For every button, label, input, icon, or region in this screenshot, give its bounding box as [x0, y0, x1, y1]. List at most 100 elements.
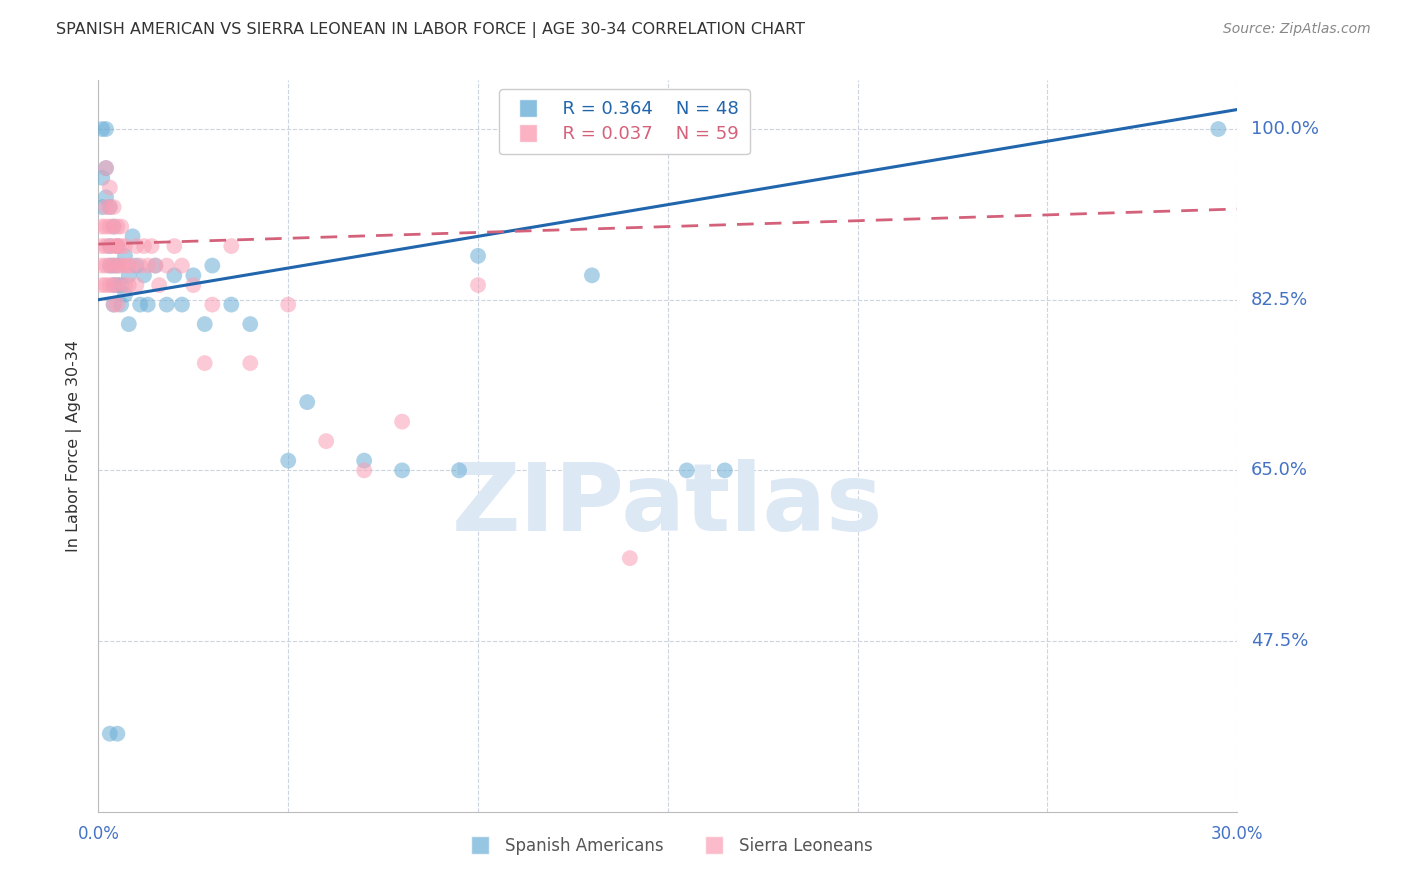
- Point: [94, 122, 117, 136]
- Point: [125, 259, 148, 273]
- Point: [107, 239, 129, 253]
- Point: [110, 259, 132, 273]
- Text: Source: ZipAtlas.com: Source: ZipAtlas.com: [1223, 22, 1371, 37]
- Point: [170, 259, 193, 273]
- Point: [98, 259, 121, 273]
- Point: [129, 259, 152, 273]
- Point: [103, 297, 125, 311]
- Point: [125, 278, 148, 293]
- Point: [221, 239, 243, 253]
- Point: [163, 239, 186, 253]
- Point: [98, 219, 121, 234]
- Point: [110, 219, 132, 234]
- Point: [714, 463, 737, 477]
- Point: [91, 239, 114, 253]
- Point: [183, 278, 205, 293]
- Point: [353, 453, 375, 467]
- Point: [1208, 122, 1230, 136]
- Text: 82.5%: 82.5%: [1251, 291, 1309, 309]
- Point: [103, 278, 125, 293]
- Point: [98, 239, 121, 253]
- Point: [121, 229, 143, 244]
- Point: [467, 249, 489, 263]
- Point: [114, 239, 136, 253]
- Text: 0.0%: 0.0%: [77, 825, 120, 844]
- Point: [676, 463, 699, 477]
- Point: [125, 239, 148, 253]
- Point: [110, 297, 132, 311]
- Point: [619, 551, 641, 566]
- Point: [239, 356, 262, 370]
- Point: [449, 463, 471, 477]
- Point: [103, 259, 125, 273]
- Point: [98, 200, 121, 214]
- Point: [163, 268, 186, 283]
- Point: [94, 161, 117, 175]
- Point: [221, 297, 243, 311]
- Text: 65.0%: 65.0%: [1251, 461, 1308, 479]
- Text: 47.5%: 47.5%: [1251, 632, 1309, 650]
- Point: [98, 278, 121, 293]
- Point: [91, 219, 114, 234]
- Point: [118, 278, 141, 293]
- Point: [107, 219, 129, 234]
- Point: [121, 259, 143, 273]
- Text: ZIPatlas: ZIPatlas: [453, 458, 883, 550]
- Point: [94, 259, 117, 273]
- Point: [132, 239, 155, 253]
- Point: [118, 259, 141, 273]
- Point: [107, 727, 129, 741]
- Point: [114, 278, 136, 293]
- Point: [107, 239, 129, 253]
- Point: [103, 219, 125, 234]
- Point: [239, 317, 262, 331]
- Point: [391, 415, 413, 429]
- Point: [94, 278, 117, 293]
- Point: [467, 278, 489, 293]
- Point: [114, 259, 136, 273]
- Point: [107, 278, 129, 293]
- Point: [141, 239, 163, 253]
- Point: [103, 219, 125, 234]
- Legend: Spanish Americans, Sierra Leoneans: Spanish Americans, Sierra Leoneans: [457, 830, 879, 862]
- Point: [107, 278, 129, 293]
- Point: [94, 190, 117, 204]
- Point: [114, 249, 136, 263]
- Point: [110, 278, 132, 293]
- Point: [114, 288, 136, 302]
- Point: [103, 278, 125, 293]
- Point: [156, 259, 179, 273]
- Point: [118, 317, 141, 331]
- Point: [98, 259, 121, 273]
- Point: [98, 727, 121, 741]
- Text: 100.0%: 100.0%: [1251, 120, 1319, 138]
- Point: [103, 297, 125, 311]
- Point: [118, 268, 141, 283]
- Point: [297, 395, 319, 409]
- Point: [194, 356, 217, 370]
- Point: [107, 297, 129, 311]
- Point: [136, 297, 159, 311]
- Point: [145, 259, 167, 273]
- Point: [98, 239, 121, 253]
- Point: [315, 434, 337, 449]
- Point: [94, 200, 117, 214]
- Point: [391, 463, 413, 477]
- Point: [145, 259, 167, 273]
- Point: [103, 200, 125, 214]
- Point: [110, 239, 132, 253]
- Point: [129, 297, 152, 311]
- Point: [94, 239, 117, 253]
- Point: [136, 259, 159, 273]
- Point: [107, 259, 129, 273]
- Point: [194, 317, 217, 331]
- Point: [107, 239, 129, 253]
- Point: [183, 268, 205, 283]
- Point: [94, 219, 117, 234]
- Point: [91, 170, 114, 185]
- Point: [91, 200, 114, 214]
- Point: [277, 297, 299, 311]
- Point: [581, 268, 603, 283]
- Point: [201, 297, 224, 311]
- Point: [156, 297, 179, 311]
